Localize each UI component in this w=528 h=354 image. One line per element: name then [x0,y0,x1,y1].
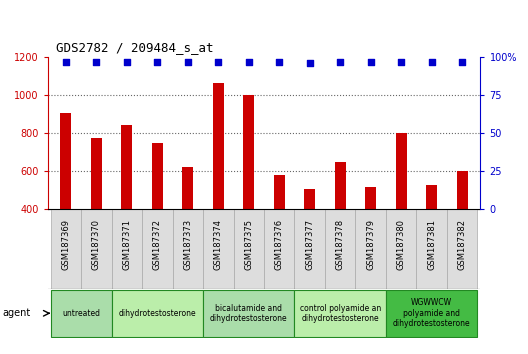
Bar [203,290,295,337]
Bar [457,171,467,285]
Point [458,59,466,65]
Text: GSM187371: GSM187371 [122,219,131,270]
Text: GDS2782 / 209484_s_at: GDS2782 / 209484_s_at [56,41,214,54]
Bar [325,209,355,289]
Point [397,59,406,65]
Bar [396,133,407,285]
Bar [386,290,477,337]
Bar [335,162,345,285]
Text: agent: agent [3,308,31,318]
Bar [386,209,417,289]
Text: GSM187377: GSM187377 [305,219,314,270]
Text: GSM187381: GSM187381 [427,219,436,270]
Text: GSM187379: GSM187379 [366,219,375,270]
Bar [51,209,81,289]
Text: control polyamide an
dihydrotestosterone: control polyamide an dihydrotestosterone [299,304,381,323]
Bar [81,209,111,289]
Bar [233,209,264,289]
Point [122,59,131,65]
Bar [203,209,233,289]
Bar [121,125,132,285]
Point [275,59,284,65]
Text: GSM187378: GSM187378 [336,219,345,270]
Text: GSM187375: GSM187375 [244,219,253,270]
Point [62,59,70,65]
Bar [355,209,386,289]
Text: dihydrotestosterone: dihydrotestosterone [118,309,196,318]
Point [92,59,100,65]
Text: GSM187373: GSM187373 [183,219,192,270]
Text: WGWWCW
polyamide and
dihydrotestosterone: WGWWCW polyamide and dihydrotestosterone [393,298,470,328]
Point [184,59,192,65]
Text: GSM187370: GSM187370 [92,219,101,270]
Text: GSM187382: GSM187382 [458,219,467,270]
Point [244,59,253,65]
Text: GSM187372: GSM187372 [153,219,162,270]
Bar [295,290,386,337]
Bar [295,209,325,289]
Point [336,59,344,65]
Bar [213,83,223,285]
Bar [173,209,203,289]
Bar [142,209,173,289]
Point [428,59,436,65]
Text: untreated: untreated [62,309,100,318]
Bar [305,189,315,285]
Bar [417,209,447,289]
Bar [447,209,477,289]
Text: GSM187369: GSM187369 [61,219,70,270]
Bar [91,138,101,285]
Text: bicalutamide and
dihydrotestosterone: bicalutamide and dihydrotestosterone [210,304,288,323]
Bar [51,290,111,337]
Point [366,59,375,65]
Point [214,59,222,65]
Text: GSM187376: GSM187376 [275,219,284,270]
Point [306,60,314,65]
Text: GSM187374: GSM187374 [214,219,223,270]
Bar [111,209,142,289]
Bar [274,175,285,285]
Bar [61,113,71,285]
Bar [183,167,193,285]
Bar [111,290,203,337]
Bar [427,185,437,285]
Point [153,59,162,65]
Bar [152,143,163,285]
Bar [365,187,376,285]
Bar [264,209,295,289]
Bar [243,95,254,285]
Text: GSM187380: GSM187380 [397,219,406,270]
